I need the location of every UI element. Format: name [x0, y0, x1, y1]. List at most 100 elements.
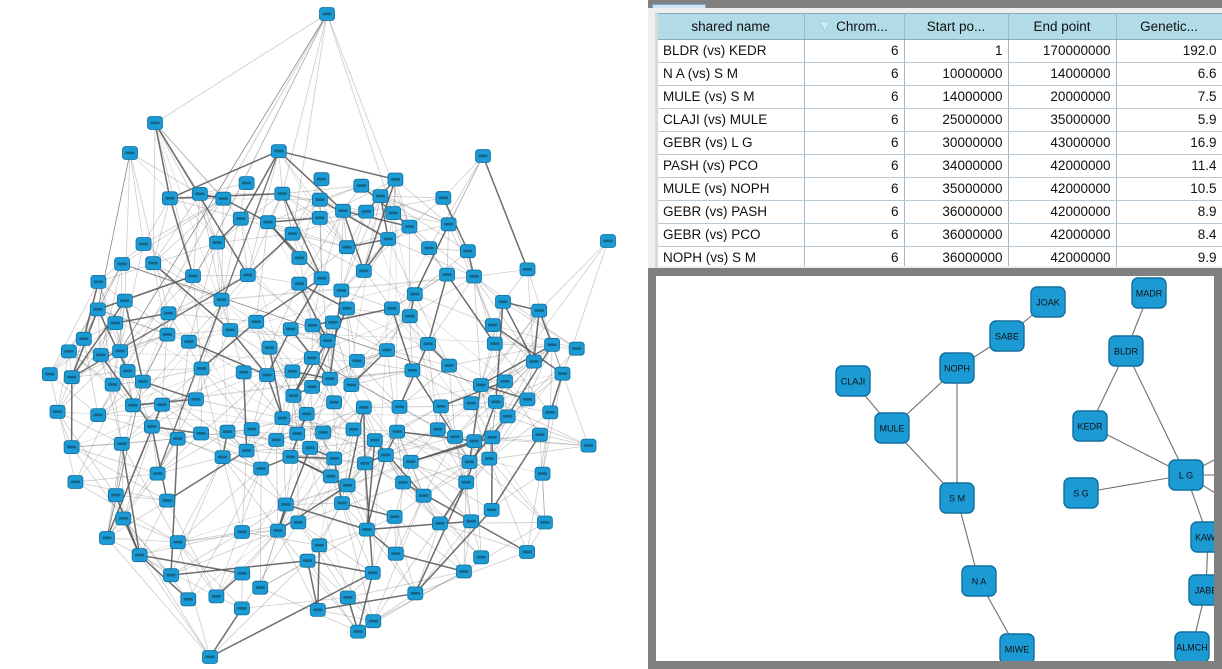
column-header-chromosome[interactable]: Chrom...	[804, 13, 905, 40]
main-network-node[interactable]	[415, 488, 432, 503]
main-network-node[interactable]	[401, 309, 418, 324]
main-network-node[interactable]	[191, 186, 208, 201]
cell-chromosome[interactable]: 6	[804, 131, 905, 155]
main-network-node[interactable]	[185, 269, 201, 283]
main-network-node[interactable]	[309, 603, 326, 617]
cell-shared-name[interactable]: MULE (vs) S M	[658, 85, 805, 109]
main-network-node[interactable]	[313, 172, 330, 187]
main-network-node[interactable]	[99, 531, 115, 545]
cell-shared-name[interactable]: BLDR (vs) KEDR	[658, 39, 805, 63]
main-network-node[interactable]	[115, 511, 132, 526]
cell-start-point[interactable]: 1	[904, 39, 1009, 63]
main-network-node[interactable]	[534, 466, 551, 481]
cell-shared-name[interactable]: GEBR (vs) PCO	[658, 223, 805, 247]
main-network-node[interactable]	[107, 316, 124, 331]
main-network-node[interactable]	[180, 592, 197, 607]
cell-shared-name[interactable]: MULE (vs) NOPH	[658, 177, 805, 201]
main-network-node[interactable]	[313, 271, 330, 286]
main-network-node[interactable]	[326, 451, 343, 466]
cell-chromosome[interactable]: 6	[804, 200, 905, 224]
main-network-node[interactable]	[420, 336, 436, 351]
main-network-node[interactable]	[63, 370, 80, 385]
subnetwork-view[interactable]: JOAKMADRSABEBLDRNOPHCLAJIGEBRKEDRMULEL G…	[656, 276, 1214, 661]
subnetwork-node[interactable]: NOPH	[939, 352, 975, 384]
cell-genetic[interactable]: 11.4	[1116, 154, 1222, 178]
main-network-node[interactable]	[356, 456, 373, 471]
main-network-node[interactable]	[473, 550, 490, 565]
cell-genetic[interactable]: 9.9	[1116, 246, 1222, 266]
main-network-node[interactable]	[49, 404, 66, 419]
main-network-node[interactable]	[497, 374, 513, 389]
main-network-node[interactable]	[519, 392, 536, 407]
main-network-node[interactable]	[447, 429, 463, 444]
subnetwork-node[interactable]: MULE	[874, 412, 910, 444]
main-network-node[interactable]	[291, 276, 308, 291]
main-network-node[interactable]	[319, 333, 336, 348]
main-network-node[interactable]	[544, 337, 560, 352]
main-network-node[interactable]	[355, 400, 372, 415]
table-row[interactable]: CLAJI (vs) MULE 6 25000000 35000000 5.9	[658, 108, 1222, 132]
main-network-node[interactable]	[63, 440, 80, 455]
main-network-node[interactable]	[113, 436, 130, 451]
main-network-node[interactable]	[268, 433, 285, 447]
subnetwork-node[interactable]: CLAJI	[835, 365, 871, 397]
subnetwork-node[interactable]: JOAK	[1030, 286, 1066, 318]
main-network-node[interactable]	[67, 475, 84, 489]
main-network-node[interactable]	[385, 206, 402, 221]
subnetwork-node[interactable]: SABE	[989, 320, 1025, 352]
main-network-node[interactable]	[260, 215, 276, 230]
main-network-node[interactable]	[131, 548, 148, 563]
main-network-node[interactable]	[304, 318, 321, 333]
main-network-node[interactable]	[161, 191, 178, 206]
cell-start-point[interactable]: 36000000	[904, 223, 1009, 247]
main-network-node[interactable]	[243, 422, 260, 437]
main-network-node[interactable]	[222, 323, 239, 337]
main-network-node[interactable]	[387, 546, 404, 561]
main-network-node[interactable]	[353, 178, 370, 193]
main-network-node[interactable]	[343, 378, 360, 393]
main-network-node[interactable]	[339, 240, 355, 255]
main-network-node[interactable]	[169, 535, 186, 550]
main-network-node[interactable]	[387, 172, 404, 187]
main-network-node[interactable]	[531, 303, 548, 318]
cell-start-point[interactable]: 34000000	[904, 154, 1009, 178]
main-network-node[interactable]	[481, 451, 498, 466]
cell-start-point[interactable]: 10000000	[904, 62, 1009, 86]
main-network-node[interactable]	[322, 469, 339, 484]
cell-start-point[interactable]: 36000000	[904, 200, 1009, 224]
table-scroll-area[interactable]: shared name Chrom... Start po... End poi…	[658, 13, 1222, 266]
main-network-node[interactable]	[526, 354, 542, 369]
main-network-node[interactable]	[377, 448, 394, 463]
table-row[interactable]: MULE (vs) S M 6 14000000 20000000 7.5	[658, 85, 1222, 109]
main-network-node[interactable]	[319, 7, 335, 21]
cell-end-point[interactable]: 14000000	[1008, 62, 1117, 86]
cell-genetic[interactable]: 10.5	[1116, 177, 1222, 201]
main-network-node[interactable]	[214, 450, 231, 465]
cell-end-point[interactable]: 35000000	[1008, 108, 1117, 132]
main-network-node[interactable]	[364, 566, 381, 580]
cell-shared-name[interactable]: N A (vs) S M	[658, 62, 805, 86]
main-network-node[interactable]	[431, 516, 448, 531]
main-network-node[interactable]	[358, 204, 375, 219]
main-network-node[interactable]	[519, 545, 535, 559]
main-network-node[interactable]	[455, 564, 472, 579]
main-network-node[interactable]	[487, 394, 504, 409]
cell-chromosome[interactable]: 6	[804, 246, 905, 266]
main-network-node[interactable]	[429, 422, 446, 437]
subnetwork-node[interactable]: KEDR	[1072, 410, 1108, 442]
table-row[interactable]: MULE (vs) NOPH 6 35000000 42000000 10.5	[658, 177, 1222, 201]
main-network-node[interactable]	[208, 589, 225, 604]
edge-table-panel[interactable]: shared name Chrom... Start po... End poi…	[648, 0, 1222, 268]
table-row[interactable]: GEBR (vs) L G 6 30000000 43000000 16.9	[658, 131, 1222, 155]
main-network-node[interactable]	[290, 515, 307, 530]
cell-end-point[interactable]: 170000000	[1008, 39, 1117, 63]
column-header-end-point[interactable]: End point	[1008, 13, 1117, 40]
cell-chromosome[interactable]: 6	[804, 108, 905, 132]
main-network-node[interactable]	[239, 268, 256, 283]
table-tab-handle[interactable]	[652, 4, 706, 11]
main-network-node[interactable]	[463, 396, 480, 411]
main-network-node[interactable]	[238, 443, 255, 458]
main-network-node[interactable]	[311, 538, 328, 553]
main-network-node[interactable]	[274, 411, 291, 426]
main-network-node[interactable]	[202, 650, 218, 664]
